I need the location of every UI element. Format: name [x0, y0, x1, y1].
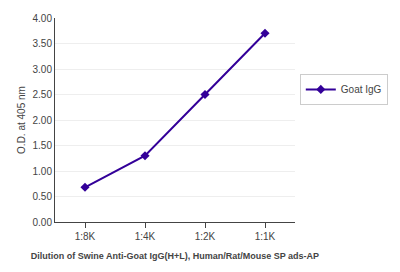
svg-text:1.50: 1.50 [33, 140, 53, 151]
svg-text:0.50: 0.50 [33, 191, 53, 202]
svg-text:2.50: 2.50 [33, 89, 53, 100]
svg-text:2.00: 2.00 [33, 115, 53, 126]
svg-text:4.00: 4.00 [33, 13, 53, 24]
svg-text:Goat IgG: Goat IgG [341, 84, 382, 95]
svg-text:1:8K: 1:8K [75, 231, 96, 242]
svg-text:1.00: 1.00 [33, 166, 53, 177]
svg-text:3.50: 3.50 [33, 38, 53, 49]
svg-text:0.00: 0.00 [33, 217, 53, 228]
svg-text:Dilution of Swine Anti-Goat Ig: Dilution of Swine Anti-Goat IgG(H+L), Hu… [31, 251, 319, 261]
svg-text:1:1K: 1:1K [255, 231, 276, 242]
svg-text:1:2K: 1:2K [195, 231, 216, 242]
svg-text:3.00: 3.00 [33, 64, 53, 75]
svg-text:O.D. at 405 nm: O.D. at 405 nm [16, 86, 27, 154]
svg-text:1:4K: 1:4K [135, 231, 156, 242]
